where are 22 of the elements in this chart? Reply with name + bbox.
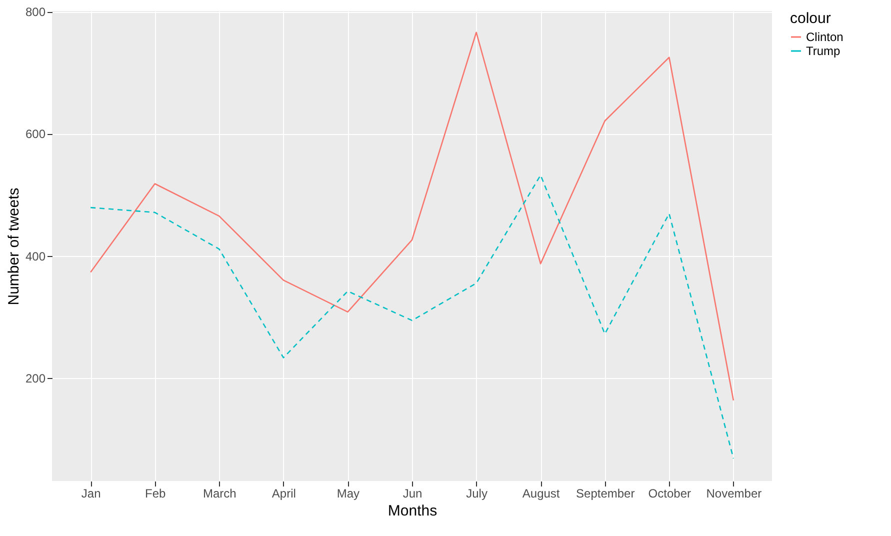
legend-label: Clinton <box>806 30 844 44</box>
legend-label: Trump <box>806 44 841 58</box>
y-tick-label: 800 <box>25 5 46 20</box>
y-axis-title: Number of tweets <box>5 188 22 306</box>
x-tick-label: May <box>336 486 360 500</box>
x-tick-label: Jan <box>81 486 101 500</box>
x-tick-label: Jun <box>402 486 422 500</box>
x-tick-label: September <box>576 486 635 500</box>
x-axis-title: Months <box>388 502 438 520</box>
y-tick-label: 200 <box>25 371 46 386</box>
x-tick-label: March <box>202 486 236 500</box>
y-tick-label: 600 <box>25 127 46 142</box>
x-tick-label: August <box>522 486 560 500</box>
x-tick-label: Feb <box>145 486 166 500</box>
x-tick-label: November <box>706 486 762 500</box>
x-tick-label: July <box>466 486 488 500</box>
line-series <box>90 32 734 402</box>
line-series <box>90 174 734 460</box>
y-tick-label: 400 <box>25 249 46 264</box>
x-tick-label: April <box>272 486 296 500</box>
legend-title: colour <box>790 10 831 27</box>
x-tick-label: October <box>648 486 691 500</box>
